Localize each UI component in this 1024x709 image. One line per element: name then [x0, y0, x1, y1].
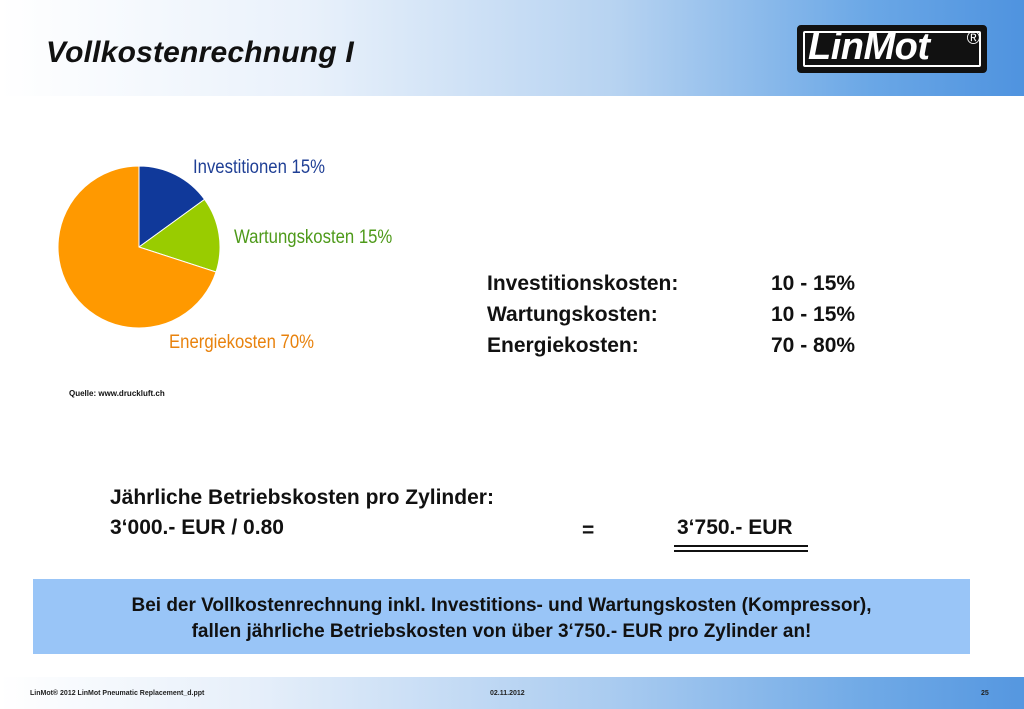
page-title: Vollkostenrechnung I: [46, 36, 354, 69]
footer-page-number: 25: [981, 690, 989, 697]
cost-value: 70 - 80%: [771, 334, 856, 357]
pie-slice-wartungskosten: [137, 198, 221, 273]
pie-label-investitionen: Investitionen 15%: [193, 157, 325, 178]
pie-label-wartungskosten: Wartungskosten 15%: [234, 227, 393, 248]
logo-text: LinMot: [808, 26, 930, 68]
footer-date: 02.11.2012: [490, 690, 525, 697]
cost-name: Wartungskosten:: [487, 303, 658, 326]
pie-slice-investitionen: [138, 165, 206, 248]
pie-chart: [57, 165, 221, 329]
result-underline-top: [674, 545, 808, 547]
calculation-title: Jährliche Betriebskosten pro Zylinder:: [110, 486, 494, 509]
linmot-logo: LinMot ®: [797, 25, 987, 73]
calculation-result: 3‘750.- EUR: [677, 516, 793, 539]
logo-frame: [803, 31, 981, 67]
header-bar: Vollkostenrechnung I LinMot ®: [0, 0, 1024, 96]
footer-file: LinMot® 2012 LinMot Pneumatic Replacemen…: [30, 690, 205, 697]
notice-text: Bei der Vollkostenrechnung inkl. Investi…: [33, 593, 970, 645]
cost-value: 10 - 15%: [771, 272, 856, 295]
pie-slice-energiekosten: [57, 165, 217, 329]
footer-bar: LinMot® 2012 LinMot Pneumatic Replacemen…: [0, 677, 1024, 709]
notice-line-1: Bei der Vollkostenrechnung inkl. Investi…: [131, 595, 872, 616]
calculation-formula: 3‘000.- EUR / 0.80: [110, 516, 284, 539]
registered-mark: ®: [966, 28, 980, 48]
cost-value: 10 - 15%: [771, 303, 856, 326]
notice-line-2: fallen jährliche Betriebskosten von über…: [191, 621, 812, 642]
cost-name: Investitionskosten:: [487, 272, 679, 295]
cost-name: Energiekosten:: [487, 334, 639, 357]
source-note: Quelle: www.druckluft.ch: [69, 389, 165, 398]
pie-label-energiekosten: Energiekosten 70%: [169, 332, 315, 353]
result-underline-bottom: [674, 550, 808, 552]
notice-box: Bei der Vollkostenrechnung inkl. Investi…: [33, 579, 970, 654]
equals-sign: =: [582, 519, 595, 542]
